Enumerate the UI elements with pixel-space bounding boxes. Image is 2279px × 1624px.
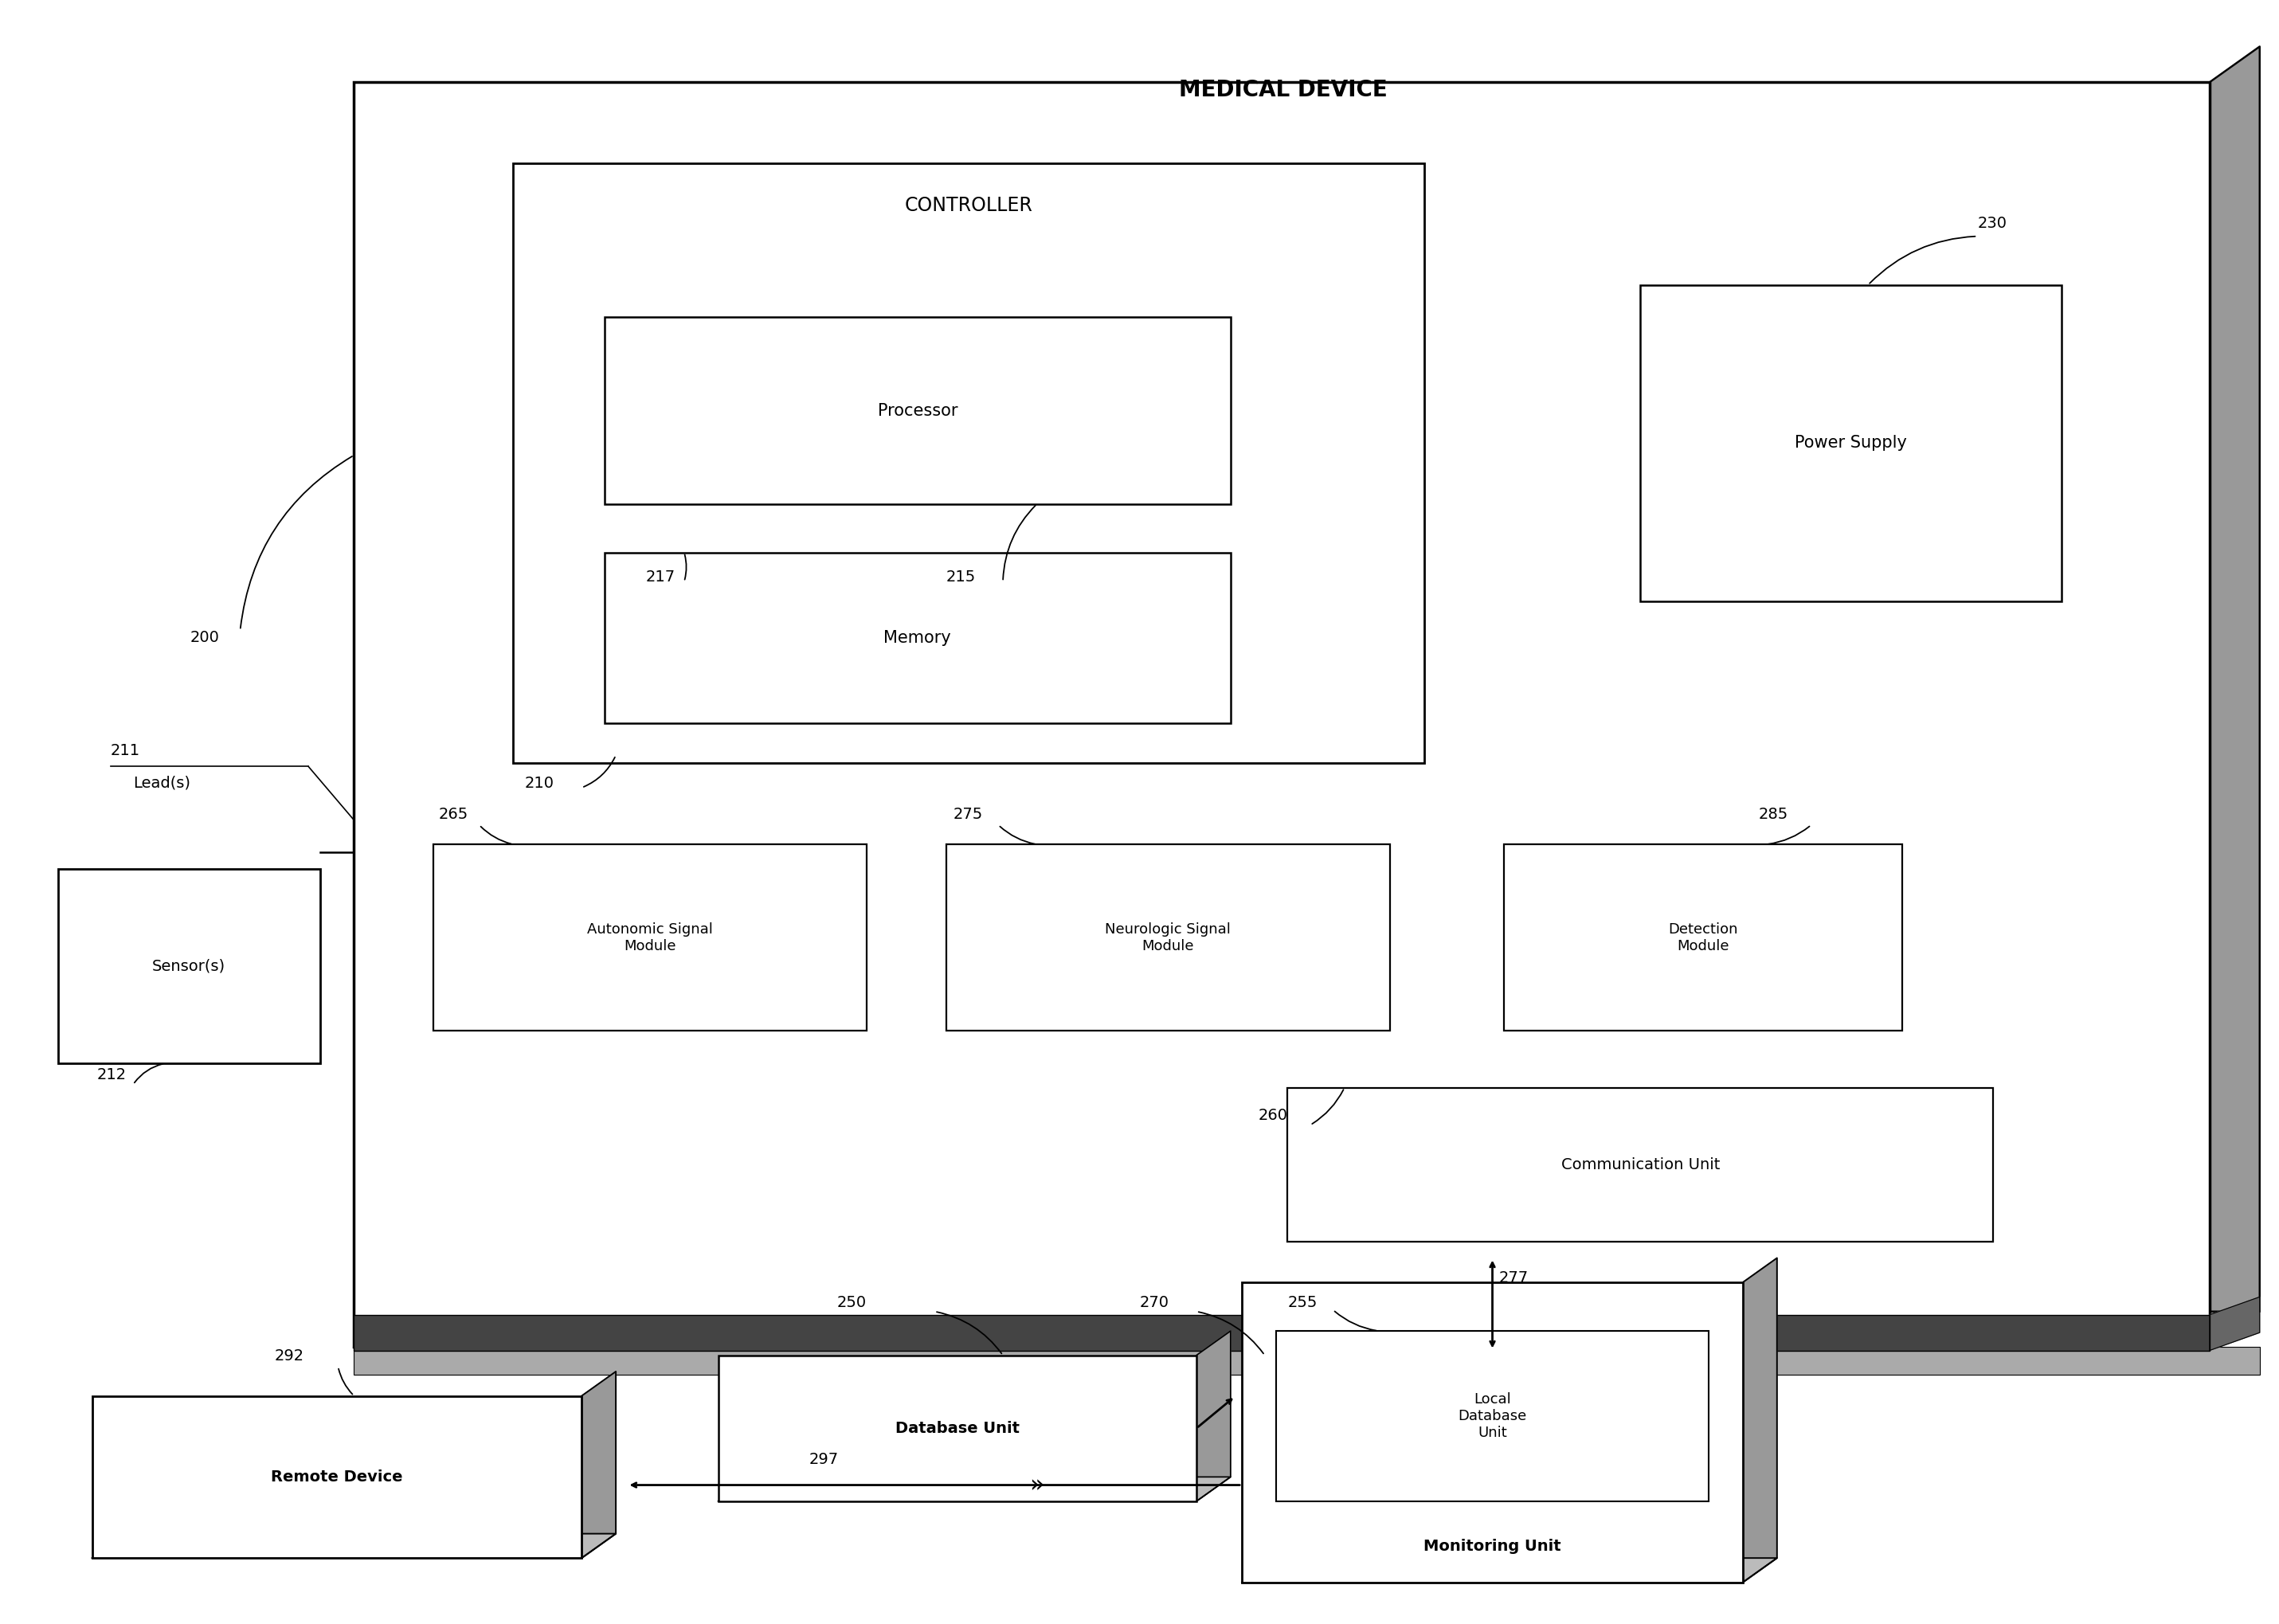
- Text: 297: 297: [809, 1452, 839, 1466]
- Text: Sensor(s): Sensor(s): [153, 958, 226, 974]
- Text: 275: 275: [953, 807, 982, 822]
- FancyBboxPatch shape: [1276, 1332, 1709, 1501]
- Text: MEDICAL DEVICE: MEDICAL DEVICE: [1178, 80, 1388, 101]
- Text: Memory: Memory: [884, 630, 950, 646]
- FancyBboxPatch shape: [353, 1315, 2211, 1351]
- Polygon shape: [353, 1312, 2261, 1348]
- FancyBboxPatch shape: [1504, 844, 1903, 1031]
- FancyBboxPatch shape: [604, 317, 1231, 503]
- FancyBboxPatch shape: [1641, 284, 2062, 601]
- Text: 210: 210: [524, 776, 554, 791]
- Polygon shape: [1743, 1259, 1778, 1582]
- Text: 270: 270: [1140, 1294, 1169, 1311]
- Polygon shape: [2211, 1298, 2261, 1351]
- Text: 265: 265: [438, 807, 467, 822]
- Polygon shape: [1242, 1557, 1778, 1582]
- FancyBboxPatch shape: [91, 1397, 581, 1557]
- Text: Database Unit: Database Unit: [896, 1421, 1019, 1436]
- Text: 292: 292: [273, 1348, 303, 1364]
- Text: Neurologic Signal
Module: Neurologic Signal Module: [1105, 922, 1231, 953]
- Text: Local
Database
Unit: Local Database Unit: [1459, 1392, 1527, 1440]
- Text: CONTROLLER: CONTROLLER: [905, 197, 1032, 214]
- FancyBboxPatch shape: [1288, 1088, 1994, 1242]
- Polygon shape: [91, 1533, 615, 1557]
- FancyBboxPatch shape: [353, 83, 2211, 1348]
- Text: 215: 215: [946, 570, 975, 585]
- Text: 217: 217: [645, 570, 675, 585]
- Text: Remote Device: Remote Device: [271, 1470, 403, 1484]
- FancyBboxPatch shape: [1242, 1283, 1743, 1582]
- Text: Lead(s): Lead(s): [132, 776, 191, 791]
- Text: 260: 260: [1258, 1108, 1288, 1124]
- Text: Autonomic Signal
Module: Autonomic Signal Module: [588, 922, 713, 953]
- Polygon shape: [581, 1372, 615, 1557]
- FancyBboxPatch shape: [946, 844, 1390, 1031]
- FancyBboxPatch shape: [57, 869, 319, 1064]
- FancyBboxPatch shape: [718, 1356, 1196, 1501]
- Text: Detection
Module: Detection Module: [1668, 922, 1739, 953]
- Text: Power Supply: Power Supply: [1796, 435, 1908, 451]
- Text: 230: 230: [1978, 216, 2008, 231]
- Text: 211: 211: [109, 744, 139, 758]
- Text: 285: 285: [1759, 807, 1789, 822]
- Text: 212: 212: [96, 1067, 125, 1083]
- Text: 255: 255: [1288, 1294, 1317, 1311]
- Polygon shape: [718, 1476, 1231, 1501]
- Text: 250: 250: [836, 1294, 866, 1311]
- Polygon shape: [2211, 47, 2261, 1348]
- FancyBboxPatch shape: [513, 164, 1424, 763]
- Text: Monitoring Unit: Monitoring Unit: [1424, 1540, 1561, 1554]
- Text: Processor: Processor: [877, 403, 957, 419]
- Text: Communication Unit: Communication Unit: [1561, 1158, 1721, 1173]
- Text: 277: 277: [1500, 1270, 1529, 1286]
- Text: 200: 200: [189, 630, 219, 645]
- Polygon shape: [1196, 1332, 1231, 1501]
- FancyBboxPatch shape: [433, 844, 866, 1031]
- FancyBboxPatch shape: [353, 1348, 2261, 1376]
- FancyBboxPatch shape: [604, 552, 1231, 723]
- Text: »: »: [1030, 1473, 1044, 1497]
